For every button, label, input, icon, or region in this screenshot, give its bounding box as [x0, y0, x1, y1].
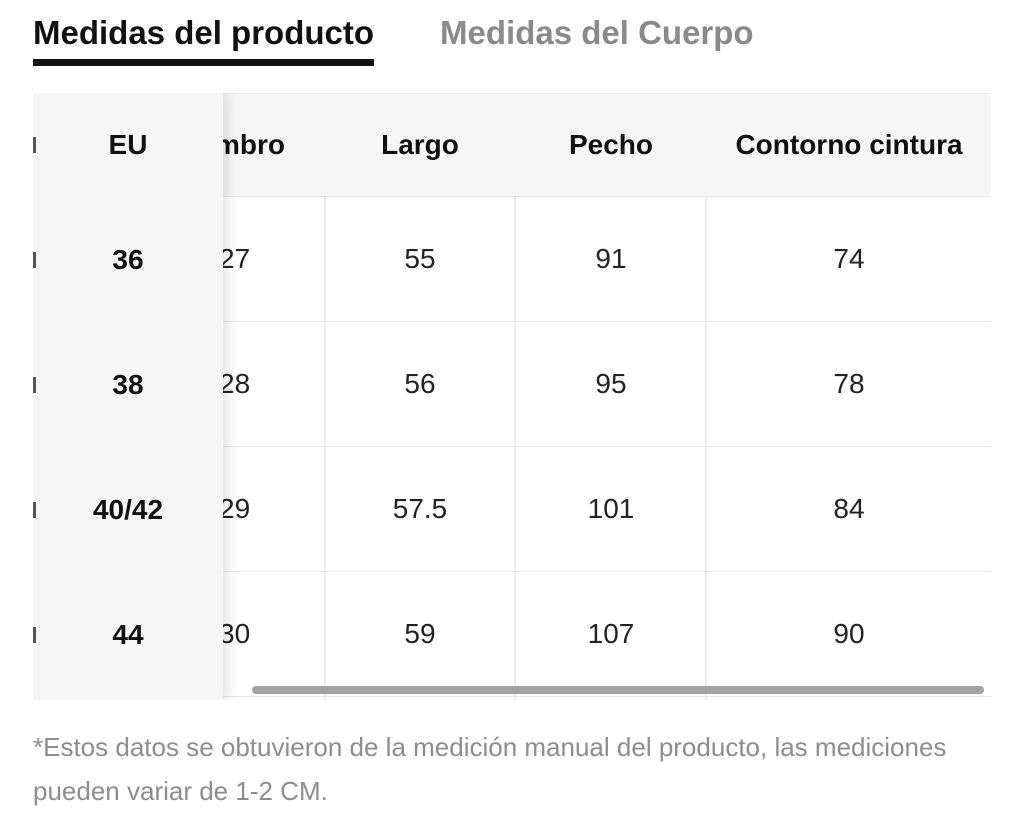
- cell-shoulder: 30: [219, 618, 251, 649]
- sticky-size-column: EU 36 38 40/42 44: [33, 93, 223, 700]
- cell-waist: 84: [833, 493, 865, 524]
- clipped-column-fragment: [33, 377, 36, 393]
- clipped-column-fragment: [33, 502, 36, 518]
- horizontal-scrollbar[interactable]: [252, 686, 984, 694]
- cell-eu-size: 36: [112, 243, 144, 275]
- column-divider: [514, 93, 516, 700]
- cell-eu-size: 38: [112, 368, 144, 400]
- cell-chest: 101: [587, 493, 635, 524]
- cell-eu-size: 44: [112, 618, 144, 650]
- table-row: 28 56 95 78: [33, 322, 991, 447]
- cell-chest: 91: [595, 243, 627, 274]
- cell-waist: 74: [833, 243, 865, 274]
- clipped-column-fragment: [33, 137, 36, 153]
- header-shoulder: mbro: [215, 129, 285, 160]
- tab-body-measurements[interactable]: Medidas del Cuerpo: [440, 14, 754, 51]
- clipped-column-fragment: [33, 627, 36, 643]
- header-waist: Contorno cintura: [735, 129, 963, 160]
- cell-shoulder: 29: [219, 493, 251, 524]
- column-divider: [324, 93, 326, 700]
- table-row: 29 57.5 101 84: [33, 447, 991, 572]
- cell-waist: 78: [833, 368, 865, 399]
- cell-eu-size: 40/42: [92, 493, 164, 525]
- cell-length: 57.5: [392, 493, 448, 524]
- column-divider: [705, 93, 707, 700]
- header-eu-size: EU: [108, 129, 148, 160]
- cell-chest: 107: [587, 618, 635, 649]
- cell-waist: 90: [833, 618, 865, 649]
- cell-shoulder: 27: [219, 243, 251, 274]
- cell-length: 59: [404, 618, 436, 649]
- cell-chest: 95: [595, 368, 627, 399]
- cell-length: 55: [404, 243, 436, 274]
- measurement-tabs: Medidas del producto Medidas del Cuerpo: [33, 0, 754, 66]
- header-chest: Pecho: [568, 129, 654, 160]
- clipped-column-fragment: [33, 252, 36, 268]
- table-row: 27 55 91 74: [33, 197, 991, 322]
- table-row: 30 59 107 90: [33, 572, 991, 697]
- measurement-disclaimer: *Estos datos se obtuvieron de la medició…: [33, 732, 947, 806]
- tab-product-measurements[interactable]: Medidas del producto: [33, 0, 375, 66]
- cell-length: 56: [404, 368, 436, 399]
- header-length: Largo: [381, 129, 459, 160]
- cell-shoulder: 28: [219, 368, 251, 399]
- size-table[interactable]: mbro Largo Pecho Contorno cintura 27 55 …: [33, 93, 991, 700]
